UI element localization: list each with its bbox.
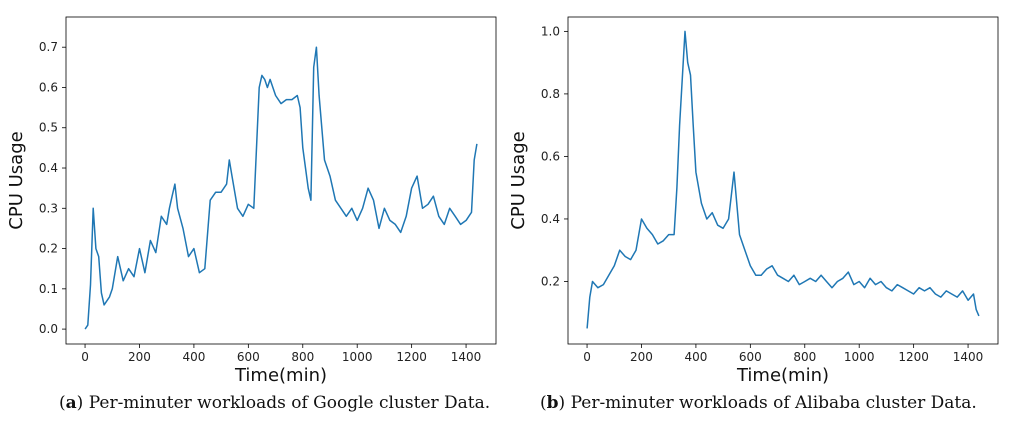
caption-a-text: Per-minuter workloads of Google cluster … [88, 393, 491, 413]
chart-panel-b: 0 200 400 600 800 1000 1200 1400 0.2 0.4 0.6 0.8 1.0… [508, 16, 999, 386]
x-tick-label-b-0: 0 [583, 350, 591, 364]
chart-panel-a: 0 200 400 600 800 1000 1200 1400 0.0 0.1 0.2 0.3 0.4… [6, 16, 497, 386]
caption-b-label: b [546, 393, 559, 413]
y-tick-label-a-1: 0.1 [39, 282, 58, 296]
y-tick-label-b-1: 0.4 [541, 212, 560, 226]
x-tick-label-a-0: 0 [81, 350, 89, 364]
plot-frame-a [65, 16, 497, 345]
x-tick-label-a-1000: 1000 [342, 350, 373, 364]
x-tick-label-b-1000: 1000 [844, 350, 875, 364]
x-tick-label-b-600: 600 [739, 350, 762, 364]
y-tick-label-a-0: 0.0 [39, 322, 58, 336]
caption-b: (b) Per-minuter workloads of Alibaba clu… [540, 393, 977, 413]
plot-frame-b [567, 16, 999, 345]
y-tick-label-b-4: 1.0 [541, 24, 560, 38]
y-tick-label-b-2: 0.6 [541, 149, 560, 163]
x-tick-label-a-800: 800 [291, 350, 314, 364]
x-tick-label-a-1200: 1200 [396, 350, 427, 364]
y-tick-label-a-7: 0.7 [39, 40, 58, 54]
x-tick-label-b-1400: 1400 [953, 350, 984, 364]
x-tick-label-a-200: 200 [128, 350, 151, 364]
x-axis-label-b: Time(min) [736, 365, 829, 386]
y-tick-label-b-3: 0.8 [541, 87, 560, 101]
y-tick-label-a-6: 0.6 [39, 80, 58, 94]
y-tick-label-a-5: 0.5 [39, 121, 58, 135]
x-axis-label-a: Time(min) [234, 365, 327, 386]
caption-a: (a) Per-minuter workloads of Google clus… [59, 393, 491, 413]
caption-a-label: a [65, 393, 77, 413]
x-tick-label-b-800: 800 [793, 350, 816, 364]
y-tick-label-b-0: 0.2 [541, 274, 560, 288]
x-tick-label-b-1200: 1200 [898, 350, 929, 364]
x-tick-label-a-400: 400 [182, 350, 205, 364]
series-line-a [84, 46, 478, 330]
y-axis-label-b: CPU Usage [508, 131, 529, 229]
y-tick-label-a-4: 0.4 [39, 161, 58, 175]
y-axis-label-a: CPU Usage [6, 131, 27, 229]
x-tick-label-a-1400: 1400 [451, 350, 482, 364]
series-line-b [586, 30, 980, 329]
y-tick-label-a-3: 0.3 [39, 201, 58, 215]
x-tick-label-a-600: 600 [237, 350, 260, 364]
x-tick-label-b-200: 200 [630, 350, 653, 364]
caption-b-text: Per-minuter workloads of Alibaba cluster… [570, 393, 977, 413]
y-tick-label-a-2: 0.2 [39, 242, 58, 256]
x-tick-label-b-400: 400 [684, 350, 707, 364]
